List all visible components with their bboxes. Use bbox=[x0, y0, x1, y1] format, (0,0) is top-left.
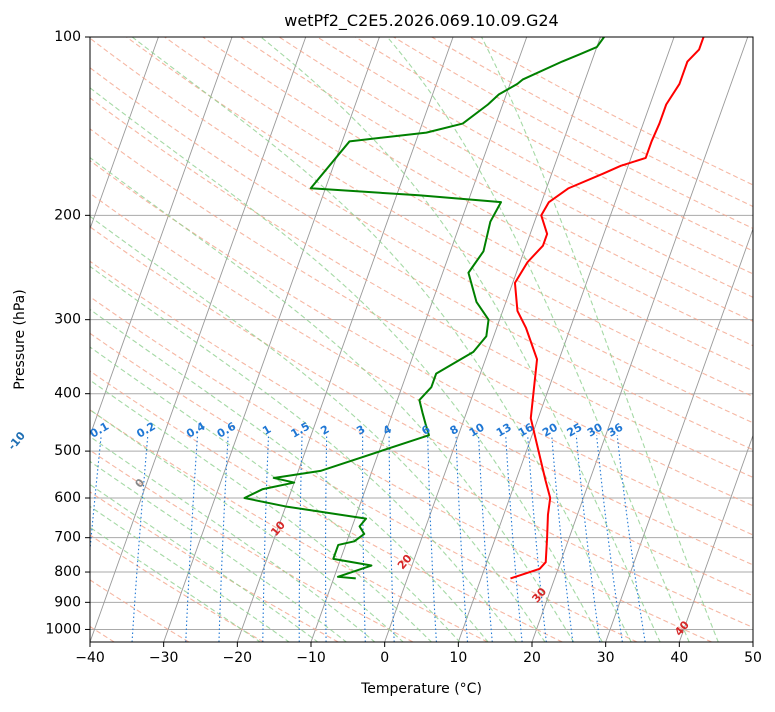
y-tick-label: 200 bbox=[54, 207, 81, 223]
dry-adiabat-line bbox=[90, 37, 753, 424]
y-axis-label: Pressure (hPa) bbox=[12, 289, 28, 389]
mixing-ratio-line bbox=[325, 435, 328, 642]
dry-adiabat-line bbox=[126, 37, 753, 398]
x-tick-label: 30 bbox=[597, 650, 615, 666]
y-tick-label: 400 bbox=[54, 386, 81, 402]
isotherm-line bbox=[236, 37, 454, 642]
moist-adiabat-line bbox=[90, 87, 603, 642]
axis-ticks: −40 −30 −20 −10 0 10 20 30 40 50 100 200 300 400 500 60… bbox=[45, 29, 762, 666]
x-tick-label: 0 bbox=[380, 650, 389, 666]
mixing-ratio-line bbox=[388, 435, 395, 642]
moist-adiabat-line bbox=[481, 37, 719, 642]
mixing-ratio-line bbox=[362, 435, 366, 642]
y-tick-label: 600 bbox=[54, 490, 81, 506]
x-tick-label: −20 bbox=[223, 650, 253, 666]
moist-adiabat-line bbox=[90, 265, 518, 642]
isotherm-line bbox=[605, 227, 753, 642]
x-axis-label: Temperature (°C) bbox=[360, 681, 482, 697]
mixing-ratio-line bbox=[218, 435, 229, 642]
sounding-series bbox=[243, 37, 705, 580]
isotherm-line bbox=[90, 37, 307, 642]
mixing-ratio-line bbox=[455, 435, 469, 642]
chart-title: wetPf2_C2E5.2026.069.10.09.G24 bbox=[284, 11, 558, 31]
mixing-ratio-line bbox=[131, 435, 149, 642]
x-tick-label: −40 bbox=[75, 650, 105, 666]
isotherm-line bbox=[457, 37, 675, 642]
dry-adiabat-line bbox=[90, 160, 753, 536]
dry-adiabat-line bbox=[355, 37, 753, 252]
dry-adiabat-line bbox=[90, 296, 712, 642]
mixing-ratio-line bbox=[575, 435, 601, 642]
dry-adiabat-line bbox=[278, 37, 753, 298]
moist-adiabat-line bbox=[260, 37, 661, 642]
mixing-ratio-line bbox=[262, 435, 270, 642]
moist-adiabat-line bbox=[90, 346, 461, 642]
moist-adiabat-line bbox=[90, 215, 546, 642]
mixing-ratio-line bbox=[478, 435, 493, 642]
mixing-ratio-line bbox=[616, 435, 646, 642]
x-tick-label: 10 bbox=[449, 650, 467, 666]
dry-adiabat-line bbox=[202, 37, 753, 347]
isotherm-line bbox=[90, 37, 159, 231]
moist-adiabat-line bbox=[90, 460, 348, 642]
moist-adiabat-line bbox=[90, 483, 319, 642]
mixing-ratio-line bbox=[551, 435, 574, 642]
y-tick-label: 700 bbox=[54, 530, 81, 546]
dry-adiabat-line bbox=[469, 37, 753, 186]
dry-adiabat-line bbox=[316, 37, 753, 275]
y-tick-label: 900 bbox=[54, 594, 81, 610]
isotherm-line bbox=[163, 37, 380, 642]
moist-adiabat-line bbox=[90, 436, 376, 642]
dry-adiabat-line bbox=[90, 534, 264, 642]
y-tick-label: 300 bbox=[54, 312, 81, 328]
x-tick-label: 20 bbox=[523, 650, 541, 666]
dry-adiabat-line bbox=[90, 67, 753, 451]
mixing-ratio-line bbox=[527, 435, 547, 642]
moist-adiabat-line bbox=[90, 409, 404, 642]
x-tick-label: −10 bbox=[296, 650, 326, 666]
moist-adiabat-line bbox=[386, 37, 690, 642]
isotherm-line bbox=[90, 37, 233, 437]
plot-frame bbox=[89, 36, 754, 643]
dry-adiabat-line bbox=[90, 128, 753, 507]
dry-adiabat-line bbox=[90, 97, 753, 479]
x-tick-label: 50 bbox=[744, 650, 762, 666]
y-tick-label: 1000 bbox=[45, 621, 81, 637]
dry-adiabat-line bbox=[90, 260, 753, 629]
temperature-profile-line bbox=[510, 37, 705, 580]
isotherm-line bbox=[678, 434, 753, 642]
moist-adiabat-line bbox=[90, 526, 262, 642]
x-tick-label: 40 bbox=[670, 650, 688, 666]
moist-adiabat-line bbox=[90, 505, 291, 642]
isotherm-line bbox=[384, 37, 601, 642]
mixing-ratio-line bbox=[596, 435, 623, 642]
mixing-ratio-line bbox=[505, 435, 523, 642]
y-tick-label: 500 bbox=[54, 443, 81, 459]
x-tick-label: −30 bbox=[149, 650, 179, 666]
mixing-ratio-line bbox=[185, 435, 199, 642]
moist-adiabat-line bbox=[90, 156, 575, 642]
thermodynamic-background bbox=[90, 37, 753, 642]
dewpoint-profile-line bbox=[243, 37, 606, 580]
y-tick-label: 800 bbox=[54, 564, 81, 580]
dry-adiabat-line bbox=[90, 370, 563, 642]
mixing-ratio-line bbox=[298, 435, 303, 642]
y-tick-label: 100 bbox=[54, 29, 81, 45]
mixing-ratio-line bbox=[427, 435, 437, 642]
moist-adiabat-line bbox=[90, 308, 489, 642]
dry-adiabat-line bbox=[431, 37, 753, 208]
dry-adiabat-line bbox=[164, 37, 753, 372]
dry-adiabat-line bbox=[90, 192, 753, 566]
moist-adiabat-line bbox=[90, 379, 433, 642]
isotherm-line bbox=[531, 37, 749, 642]
